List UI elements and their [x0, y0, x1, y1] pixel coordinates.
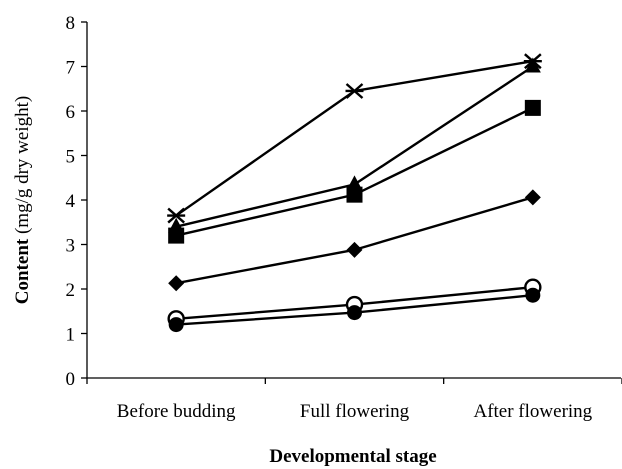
data-point-triangle — [524, 57, 541, 73]
series-triangle — [168, 57, 541, 233]
data-point-diamond — [168, 275, 185, 292]
data-point-diamond — [346, 241, 363, 258]
y-axis-title-bold: Content — [12, 238, 33, 304]
data-point-filled-circle — [347, 305, 362, 321]
y-tick-label: 0 — [66, 369, 76, 390]
x-tick-label: Full flowering — [300, 401, 410, 422]
y-tick-label: 4 — [66, 191, 76, 212]
data-point-square — [346, 186, 363, 203]
series-filled-circle — [168, 287, 541, 333]
x-tick-label: After flowering — [473, 401, 592, 422]
y-tick-label: 2 — [66, 280, 76, 301]
data-point-square — [168, 227, 185, 244]
data-point-square — [524, 99, 541, 116]
y-tick-label: 8 — [66, 13, 76, 34]
series-square — [168, 99, 541, 244]
series-line — [175, 106, 534, 237]
x-axis-title: Developmental stage — [269, 446, 436, 467]
x-tick-label: Before budding — [117, 401, 236, 422]
y-axis-title: Content (mg/g dry weight) — [12, 96, 33, 304]
y-tick-labels: 0 1 2 3 4 5 6 7 8 — [66, 13, 76, 390]
series-line — [175, 196, 534, 285]
data-point-x-star — [167, 207, 186, 224]
series-layer — [167, 53, 542, 333]
data-point-diamond — [524, 189, 541, 206]
x-tick-labels: Before budding Full flowering After flower… — [117, 401, 593, 422]
y-tick-label: 6 — [66, 102, 76, 123]
y-tick-label: 3 — [66, 236, 76, 257]
y-tick-label: 7 — [66, 58, 76, 79]
series-diamond — [168, 189, 541, 292]
data-point-x-star — [345, 83, 364, 99]
y-tick-label: 1 — [66, 325, 76, 346]
y-axis-title-unit: (mg/g dry weight) — [12, 96, 33, 239]
axes — [81, 21, 622, 384]
data-point-filled-circle — [525, 287, 541, 303]
y-tick-label: 5 — [66, 147, 76, 168]
data-point-filled-circle — [168, 317, 184, 333]
